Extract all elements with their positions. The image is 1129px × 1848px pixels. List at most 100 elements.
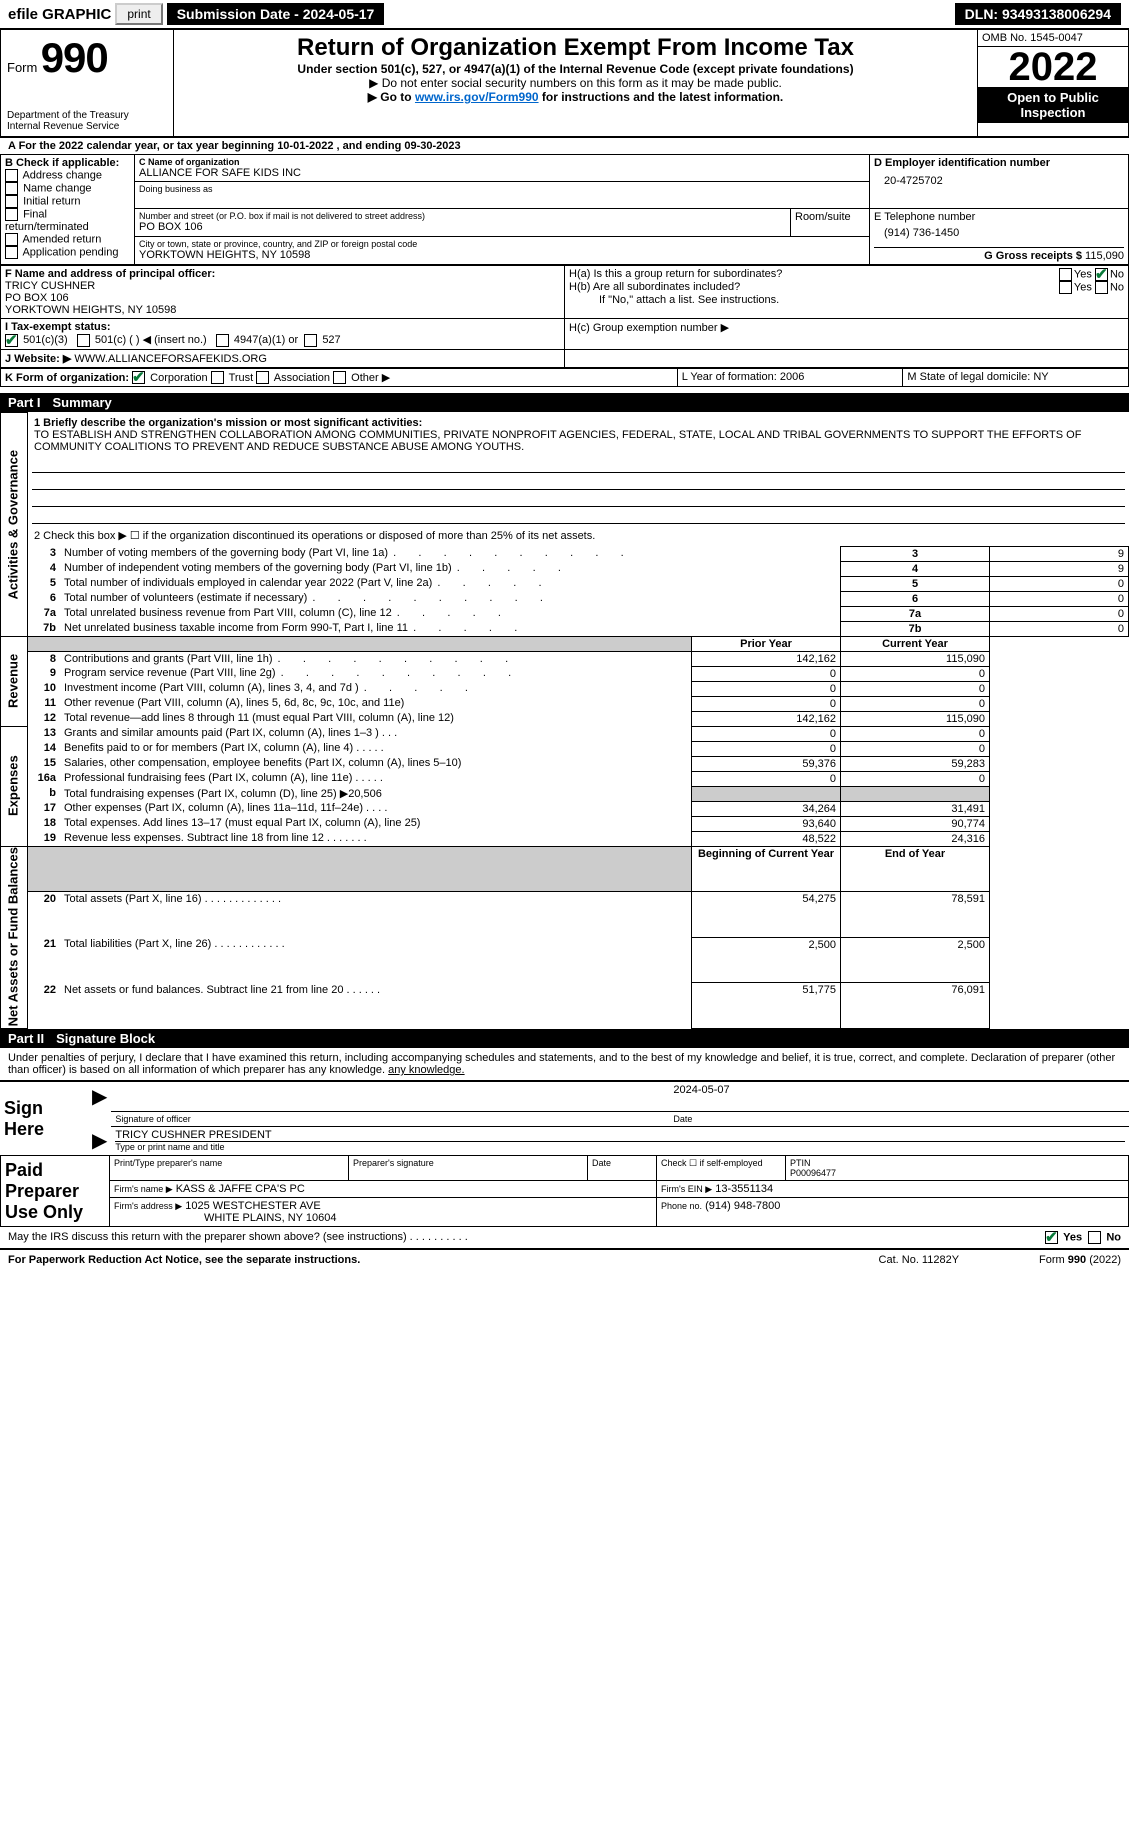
firm-ein-label: Firm's EIN ▶ (661, 1184, 712, 1194)
officer-group-block: F Name and address of principal officer:… (0, 265, 1129, 368)
firm-name-label: Firm's name ▶ (114, 1184, 173, 1194)
chk-name-change[interactable] (5, 182, 18, 195)
prep-name-label: Print/Type preparer's name (110, 1156, 349, 1181)
form-footer: Form 990 (2022) (1039, 1254, 1121, 1266)
date-label: Date (669, 1111, 1129, 1126)
val-4: 9 (990, 561, 1129, 576)
discuss-row: May the IRS discuss this return with the… (0, 1227, 1129, 1250)
firm-addr-label: Firm's address ▶ (114, 1201, 182, 1211)
hdr-end-year: End of Year (841, 846, 990, 892)
paid-preparer-table: Paid Preparer Use Only Print/Type prepar… (0, 1155, 1129, 1227)
e-phone-label: E Telephone number (874, 211, 1124, 223)
discuss-no[interactable] (1088, 1231, 1101, 1244)
cat-no: Cat. No. 11282Y (879, 1254, 960, 1266)
side-expenses: Expenses (1, 726, 28, 846)
d-ein-label: D Employer identification number (874, 157, 1124, 169)
form-title: Return of Organization Exempt From Incom… (180, 34, 971, 62)
part2-header: Part II Signature Block (0, 1029, 1129, 1048)
sig-officer-label: Signature of officer (111, 1111, 669, 1126)
dept-treasury: Department of the Treasury (7, 110, 167, 121)
gross-receipts: 115,090 (1085, 250, 1124, 262)
signature-table: Sign Here ▶ 2024-05-07 Signature of offi… (0, 1080, 1129, 1155)
firm-addr2: WHITE PLAINS, NY 10604 (114, 1212, 336, 1224)
sign-here-label: Sign Here (0, 1081, 88, 1155)
irs-label: Internal Revenue Service (7, 121, 167, 132)
b-check-label: B Check if applicable: (5, 157, 130, 169)
firm-name: KASS & JAFFE CPA'S PC (176, 1183, 305, 1195)
g-gross-label: G Gross receipts $ (984, 250, 1082, 262)
form-number: 990 (41, 34, 108, 81)
line2-discontinued: 2 Check this box ▶ ☐ if the organization… (28, 525, 1129, 547)
side-revenue: Revenue (1, 636, 28, 726)
paid-preparer-label: Paid Preparer Use Only (1, 1156, 110, 1227)
chk-501c3[interactable] (5, 334, 18, 347)
ssn-note: ▶ Do not enter social security numbers o… (180, 76, 971, 90)
hc-label: H(c) Group exemption number ▶ (565, 319, 1129, 350)
identification-block: B Check if applicable: Address change Na… (0, 154, 1129, 265)
efile-label: efile GRAPHIC (8, 6, 111, 23)
print-button[interactable]: print (115, 3, 162, 25)
chk-assoc[interactable] (256, 371, 269, 384)
mission-text: TO ESTABLISH AND STRENGTHEN COLLABORATIO… (34, 429, 1081, 453)
ha-yes[interactable] (1059, 268, 1072, 281)
firm-phone: (914) 948-7800 (705, 1200, 780, 1212)
hb-no[interactable] (1095, 281, 1108, 294)
chk-corp[interactable] (132, 371, 145, 384)
goto-pre: ▶ Go to (368, 90, 415, 104)
val-5: 0 (990, 576, 1129, 591)
type-print-label: Type or print name and title (115, 1141, 1125, 1152)
sig-arrow-icon: ▶ (92, 1086, 107, 1108)
phone-value: (914) 736-1450 (874, 223, 1124, 247)
chk-other[interactable] (333, 371, 346, 384)
side-governance: Activities & Governance (1, 413, 28, 637)
chk-527[interactable] (304, 334, 317, 347)
officer-addr2: YORKTOWN HEIGHTS, NY 10598 (5, 304, 560, 316)
ptin-value: P00096477 (790, 1168, 836, 1178)
chk-application-pending[interactable] (5, 246, 18, 259)
tax-year-line: A For the 2022 calendar year, or tax yea… (0, 138, 1129, 154)
chk-501c[interactable] (77, 334, 90, 347)
hb-yes[interactable] (1059, 281, 1072, 294)
chk-4947[interactable] (216, 334, 229, 347)
irs-link[interactable]: www.irs.gov/Form990 (415, 90, 539, 104)
dba-label: Doing business as (139, 184, 865, 194)
street-address: PO BOX 106 (139, 221, 786, 233)
city-label: City or town, state or province, country… (139, 239, 865, 249)
hb-note: If "No," attach a list. See instructions… (569, 294, 1124, 306)
val-7b: 0 (990, 621, 1129, 636)
j-website-label: J Website: ▶ (5, 353, 71, 365)
chk-final-return[interactable] (5, 208, 18, 221)
ein-value: 20-4725702 (874, 169, 1124, 187)
org-name: ALLIANCE FOR SAFE KIDS INC (139, 167, 865, 179)
val-7a: 0 (990, 606, 1129, 621)
chk-trust[interactable] (211, 371, 224, 384)
room-suite-label: Room/suite (791, 209, 870, 237)
summary-table: Activities & Governance 1 Briefly descri… (0, 412, 1129, 1029)
hdr-prior-year: Prior Year (692, 636, 841, 651)
mission-label: 1 Briefly describe the organization's mi… (34, 417, 422, 429)
check-self-employed: Check ☐ if self-employed (657, 1156, 786, 1181)
goto-post: for instructions and the latest informat… (539, 90, 784, 104)
footer-row: For Paperwork Reduction Act Notice, see … (0, 1250, 1129, 1270)
ha-no[interactable] (1095, 268, 1108, 281)
sig-arrow2-icon: ▶ (92, 1130, 107, 1152)
hdr-begin-year: Beginning of Current Year (692, 846, 841, 892)
city-value: YORKTOWN HEIGHTS, NY 10598 (139, 249, 865, 261)
form-prefix: Form (7, 60, 37, 75)
top-bar: efile GRAPHIC print Submission Date - 20… (0, 0, 1129, 28)
chk-initial-return[interactable] (5, 195, 18, 208)
chk-amended[interactable] (5, 233, 18, 246)
discuss-yes[interactable] (1045, 1231, 1058, 1244)
i-tax-status-label: I Tax-exempt status: (5, 321, 111, 333)
side-net-assets: Net Assets or Fund Balances (1, 846, 28, 1028)
val-6: 0 (990, 591, 1129, 606)
k-form-org-label: K Form of organization: (5, 372, 129, 384)
chk-address-change[interactable] (5, 169, 18, 182)
website-value: WWW.ALLIANCEFORSAFEKIDS.ORG (74, 353, 267, 365)
paperwork-notice: For Paperwork Reduction Act Notice, see … (8, 1254, 879, 1266)
officer-name-title: TRICY CUSHNER PRESIDENT (115, 1129, 1125, 1141)
sig-date: 2024-05-07 (669, 1081, 1129, 1111)
part1-header: Part I Summary (0, 393, 1129, 412)
submission-date: Submission Date - 2024-05-17 (167, 3, 385, 25)
form-header: Form 990 Department of the Treasury Inte… (0, 28, 1129, 138)
